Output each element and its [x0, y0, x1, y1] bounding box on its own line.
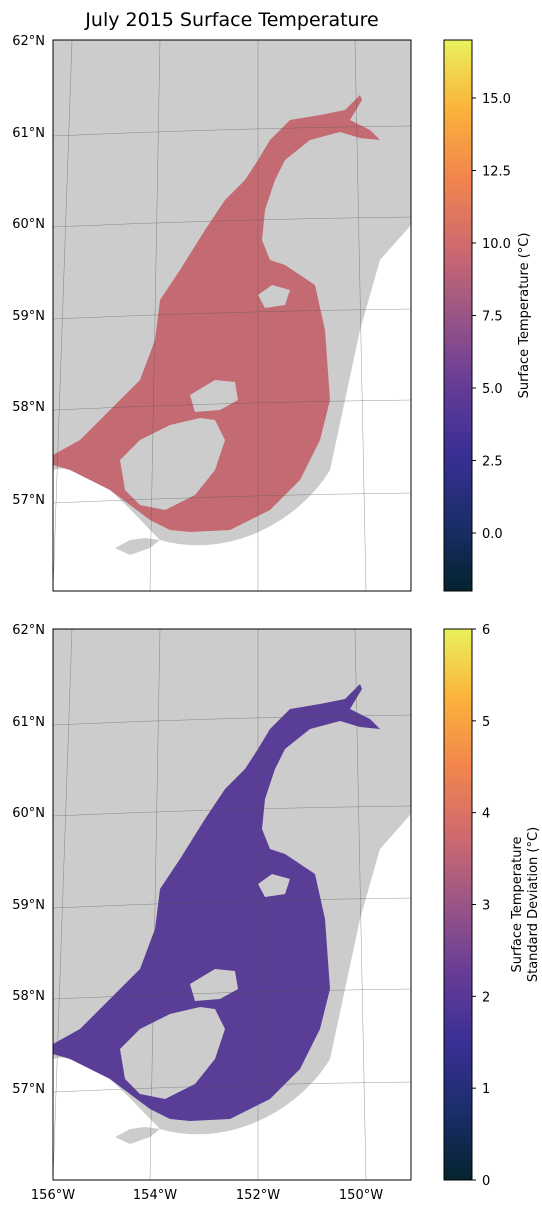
colorbar-ticks: 15.0 12.5 10.0 7.5 5.0 2.5 0.0	[472, 92, 511, 542]
colorbar-label-line: Surface Temperature (°C)	[517, 233, 532, 399]
island-kodiak	[120, 418, 225, 510]
colorbar-tick-label: 2	[482, 990, 490, 1005]
longitude-line	[354, 39, 367, 592]
latitude-label: 57°N	[12, 493, 45, 508]
colorbar-ticks: 6 5 4 3 2 1 0	[472, 623, 490, 1189]
island-afognak	[190, 969, 238, 1001]
latitude-line	[52, 216, 412, 228]
colorbar-stdev: 6 5 4 3 2 1 0 Surface TemperatureStandard Devi…	[443, 623, 541, 1189]
colorbar-tick-label: 15.0	[482, 92, 511, 107]
latitude-label: 62°N	[12, 623, 45, 638]
colorbar-gradient	[443, 628, 473, 1181]
latitude-line	[52, 805, 412, 817]
longitude-line	[149, 39, 161, 592]
latitude-label: 59°N	[12, 309, 45, 324]
longitude-label: 152°W	[236, 1188, 280, 1203]
colorbar-tick-label: 2.5	[482, 455, 503, 470]
longitude-label: 150°W	[339, 1188, 383, 1203]
ocean-area	[53, 225, 411, 591]
latitude-label: 60°N	[12, 217, 45, 232]
island-chirikof	[115, 538, 160, 555]
colorbar-label-line: Standard Deviation (°C)	[526, 827, 541, 982]
colorbar-tick-label: 5.0	[482, 382, 503, 397]
latitude-label: 58°N	[12, 400, 45, 415]
graticule	[52, 39, 412, 592]
colorbar-tick-label: 6	[482, 623, 490, 638]
map-frame	[52, 39, 412, 592]
colorbar-tick-label: 4	[482, 807, 490, 822]
island-chirikof	[115, 1127, 160, 1144]
latitude-line	[52, 897, 412, 909]
latitude-labels: 62°N 61°N 60°N 59°N 58°N 57°N	[12, 623, 45, 1097]
map-frame	[52, 628, 412, 1181]
colorbar-label-line: Surface Temperature	[510, 836, 525, 972]
ocean-area	[53, 814, 411, 1180]
colorbar-label: Surface TemperatureStandard Deviation (°…	[510, 827, 541, 982]
colorbar-mean: 15.0 12.5 10.0 7.5 5.0 2.5 0.0 Surface Tempera…	[443, 39, 532, 592]
colorbar-tick-label: 0.0	[482, 527, 503, 542]
latitude-line	[52, 988, 412, 1000]
latitude-label: 61°N	[12, 126, 45, 141]
longitude-line	[52, 39, 73, 592]
longitude-line	[354, 628, 367, 1181]
colorbar-tick-label: 0	[482, 1174, 490, 1189]
land-kenai-tip	[258, 285, 290, 308]
longitude-labels: 156°W 154°W 152°W 150°W	[31, 1188, 383, 1203]
latitude-label: 59°N	[12, 898, 45, 913]
island-afognak	[190, 380, 238, 412]
colorbar-tick-label: 10.0	[482, 237, 511, 252]
colorbar-label: Surface Temperature (°C)	[517, 233, 532, 399]
colorbar-tick-label: 3	[482, 899, 490, 914]
colorbar-gradient	[443, 39, 473, 592]
map-panel-mean: 62°N 61°N 60°N 59°N 58°N 57°N	[12, 34, 412, 592]
colorbar-tick-label: 5	[482, 715, 490, 730]
latitude-line	[52, 308, 412, 320]
temperature-field-mean	[53, 95, 380, 532]
latitude-line	[52, 399, 412, 411]
latitude-label: 61°N	[12, 715, 45, 730]
map-panel-stdev: 62°N 61°N 60°N 59°N 58°N 57°N 156°W 154°W 152°W…	[12, 623, 412, 1203]
stdev-field	[53, 684, 380, 1121]
longitude-label: 154°W	[133, 1188, 177, 1203]
latitude-line	[52, 714, 412, 726]
colorbar-tick-label: 12.5	[482, 165, 511, 180]
colorbar-tick-label: 7.5	[482, 310, 503, 325]
latitude-label: 60°N	[12, 806, 45, 821]
graticule	[52, 628, 412, 1181]
island-kodiak	[120, 1007, 225, 1099]
latitude-label: 58°N	[12, 989, 45, 1004]
latitude-labels: 62°N 61°N 60°N 59°N 58°N 57°N	[12, 34, 45, 508]
land-kenai-tip	[258, 874, 290, 897]
latitude-label: 62°N	[12, 34, 45, 49]
colorbar-tick-label: 1	[482, 1082, 490, 1097]
latitude-label: 57°N	[12, 1082, 45, 1097]
latitude-line	[52, 125, 412, 137]
longitude-line	[52, 628, 73, 1181]
longitude-line	[149, 628, 161, 1181]
longitude-label: 156°W	[31, 1188, 75, 1203]
figure-title: July 2015 Surface Temperature	[84, 9, 378, 31]
